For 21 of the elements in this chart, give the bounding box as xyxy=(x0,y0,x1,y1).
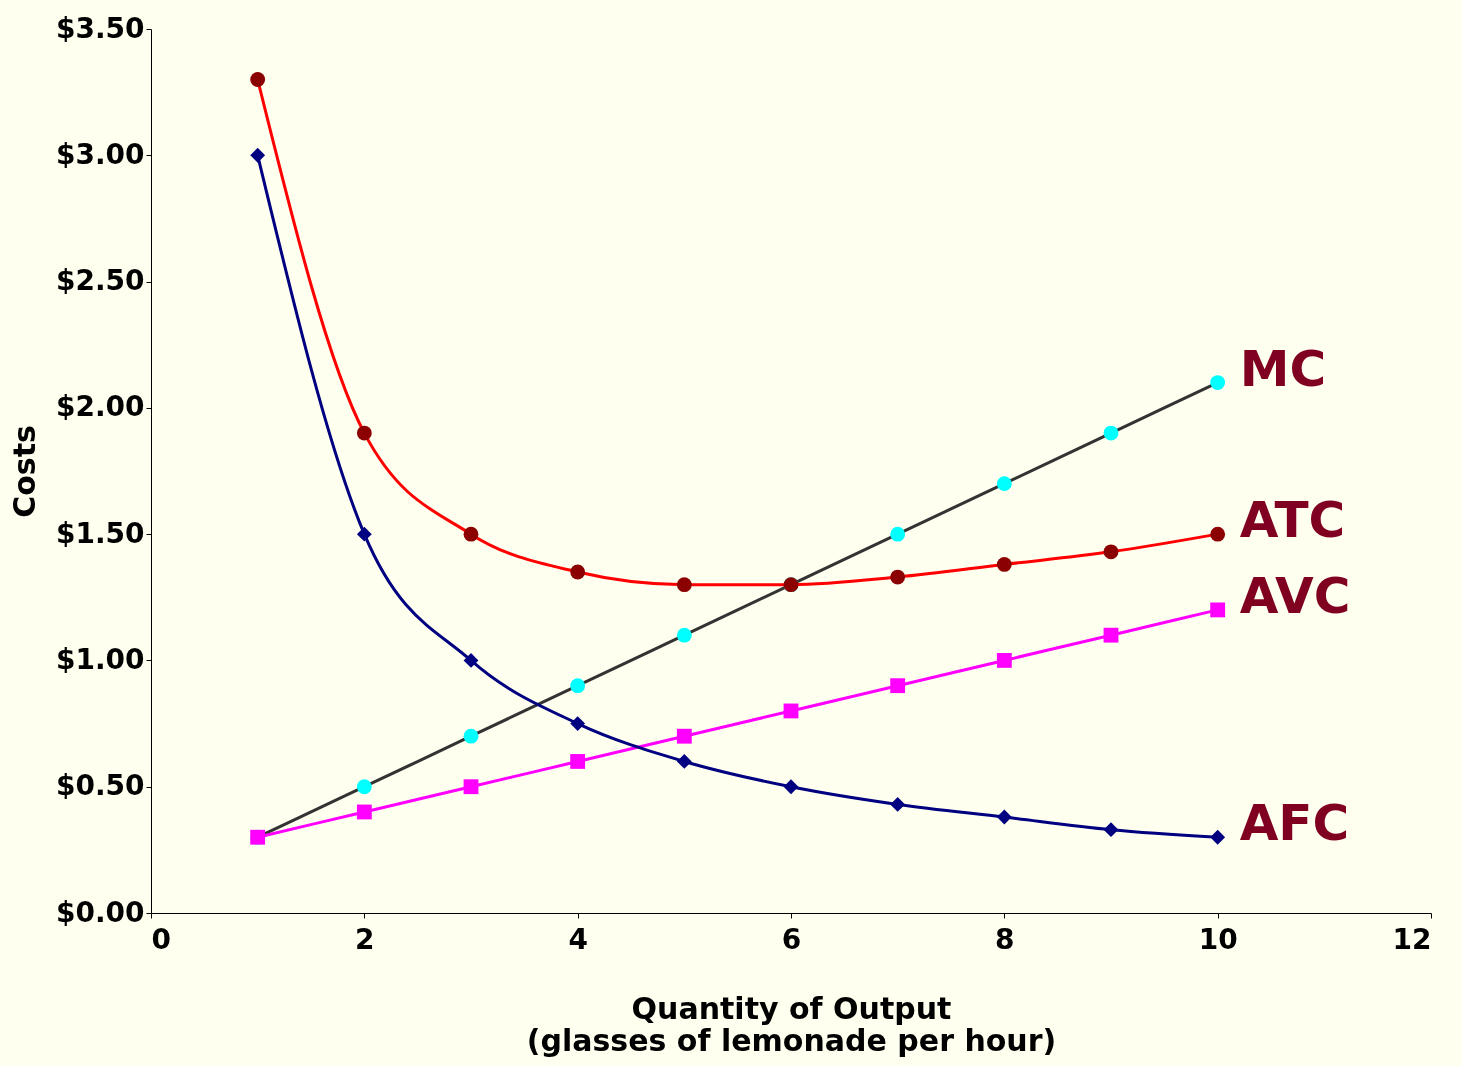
y-tick-label: $3.00 xyxy=(55,137,145,171)
y-tick-label: $2.00 xyxy=(55,390,145,424)
x-tick-label: 8 xyxy=(995,922,1015,956)
y-tick-label: $0.00 xyxy=(55,895,145,929)
x-tick-label: 6 xyxy=(781,922,802,956)
x-tick-label: 4 xyxy=(568,922,588,956)
x-axis-title: Quantity of Output (glasses of lemonade per hour) xyxy=(526,990,1057,1058)
y-tick-label: $1.50 xyxy=(55,516,145,550)
x-tick-label: 10 xyxy=(1198,922,1238,956)
y-tick-label: $3.50 xyxy=(55,11,145,45)
series-label: AVC xyxy=(1239,566,1351,625)
y-tick-label: $1.00 xyxy=(55,642,145,676)
x-tick-label: 2 xyxy=(355,922,375,956)
x-tick-label: 0 xyxy=(151,922,171,956)
x-tick-label: 12 xyxy=(1392,922,1432,956)
y-tick-label: $2.50 xyxy=(55,264,145,298)
series-label: MC xyxy=(1239,339,1327,398)
series-label: AFC xyxy=(1239,794,1350,853)
series-label: ATC xyxy=(1239,491,1346,550)
y-tick-label: $0.50 xyxy=(55,769,145,803)
y-axis-title: Costs xyxy=(6,425,42,518)
